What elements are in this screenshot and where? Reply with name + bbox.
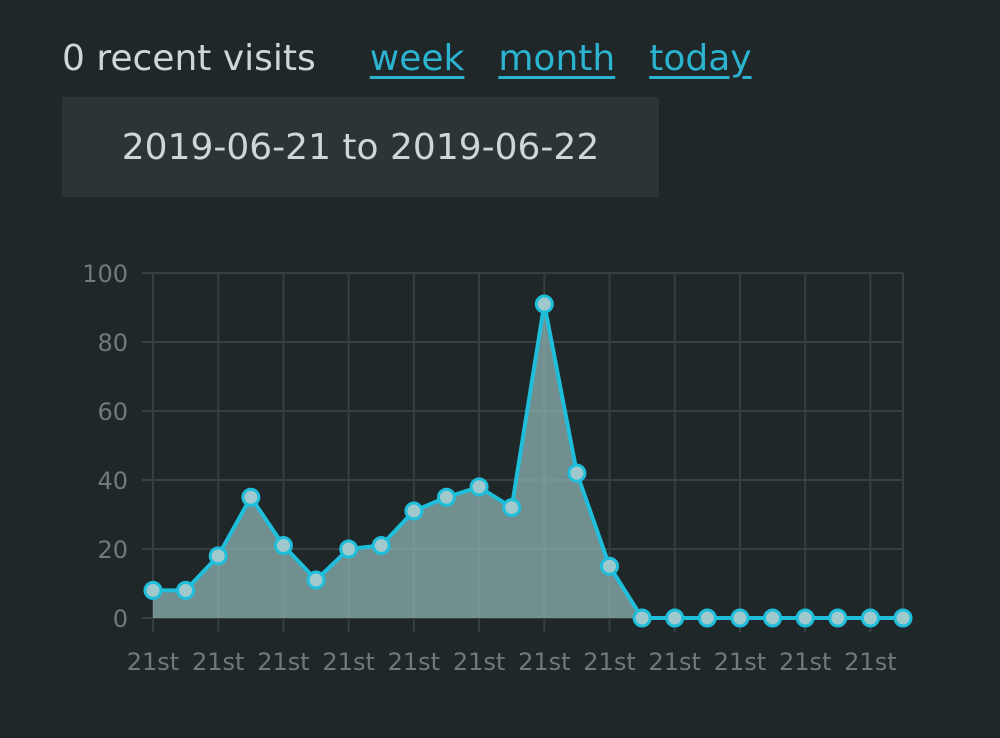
x-tick-label: 21st xyxy=(583,648,635,676)
x-tick-label: 21st xyxy=(192,648,244,676)
data-point[interactable] xyxy=(534,294,554,314)
data-points xyxy=(143,294,913,628)
month-link[interactable]: month xyxy=(498,38,616,79)
data-point[interactable] xyxy=(730,608,750,628)
x-tick-label: 21st xyxy=(322,648,374,676)
x-tick-label: 21st xyxy=(649,648,701,676)
data-point[interactable] xyxy=(795,608,815,628)
data-point[interactable] xyxy=(600,556,620,576)
data-point[interactable] xyxy=(860,608,880,628)
data-point[interactable] xyxy=(339,539,359,559)
today-link[interactable]: today xyxy=(649,38,752,79)
y-tick-label: 60 xyxy=(97,398,128,426)
data-point[interactable] xyxy=(502,498,522,518)
x-tick-label: 21st xyxy=(779,648,831,676)
x-tick-label: 21st xyxy=(127,648,179,676)
y-tick-label: 20 xyxy=(97,536,128,564)
week-link[interactable]: week xyxy=(369,38,465,79)
x-tick-label: 21st xyxy=(844,648,896,676)
data-point[interactable] xyxy=(665,608,685,628)
date-range-text: 2019-06-21 to 2019-06-22 xyxy=(121,126,600,168)
data-point[interactable] xyxy=(143,580,163,600)
data-point[interactable] xyxy=(241,487,261,507)
data-point[interactable] xyxy=(763,608,783,628)
x-tick-label: 21st xyxy=(714,648,766,676)
date-range-box[interactable]: 2019-06-21 to 2019-06-22 xyxy=(62,97,659,197)
y-tick-label: 100 xyxy=(82,260,128,288)
recent-visits-count: 0 recent visits xyxy=(62,38,316,79)
data-point[interactable] xyxy=(371,536,391,556)
data-point[interactable] xyxy=(208,546,228,566)
data-point[interactable] xyxy=(404,501,424,521)
visits-area xyxy=(153,304,903,618)
data-point[interactable] xyxy=(893,608,913,628)
x-tick-label: 21st xyxy=(388,648,440,676)
data-point[interactable] xyxy=(828,608,848,628)
data-point[interactable] xyxy=(306,570,326,590)
y-tick-label: 80 xyxy=(97,329,128,357)
y-tick-label: 40 xyxy=(97,467,128,495)
y-axis: 0 20 40 60 80 100 xyxy=(82,260,128,633)
data-point[interactable] xyxy=(697,608,717,628)
data-point[interactable] xyxy=(273,536,293,556)
data-point[interactable] xyxy=(436,487,456,507)
data-point[interactable] xyxy=(632,608,652,628)
visits-header: 0 recent visits week month today xyxy=(62,38,786,79)
x-tick-label: 21st xyxy=(257,648,309,676)
x-tick-label: 21st xyxy=(518,648,570,676)
x-tick-label: 21st xyxy=(453,648,505,676)
x-axis: 21st 21st 21st 21st 21st 21st 21st 21st 21st 21st… xyxy=(127,648,897,676)
data-point[interactable] xyxy=(567,463,587,483)
data-point[interactable] xyxy=(176,580,196,600)
y-tick-label: 0 xyxy=(113,605,128,633)
data-point[interactable] xyxy=(469,477,489,497)
